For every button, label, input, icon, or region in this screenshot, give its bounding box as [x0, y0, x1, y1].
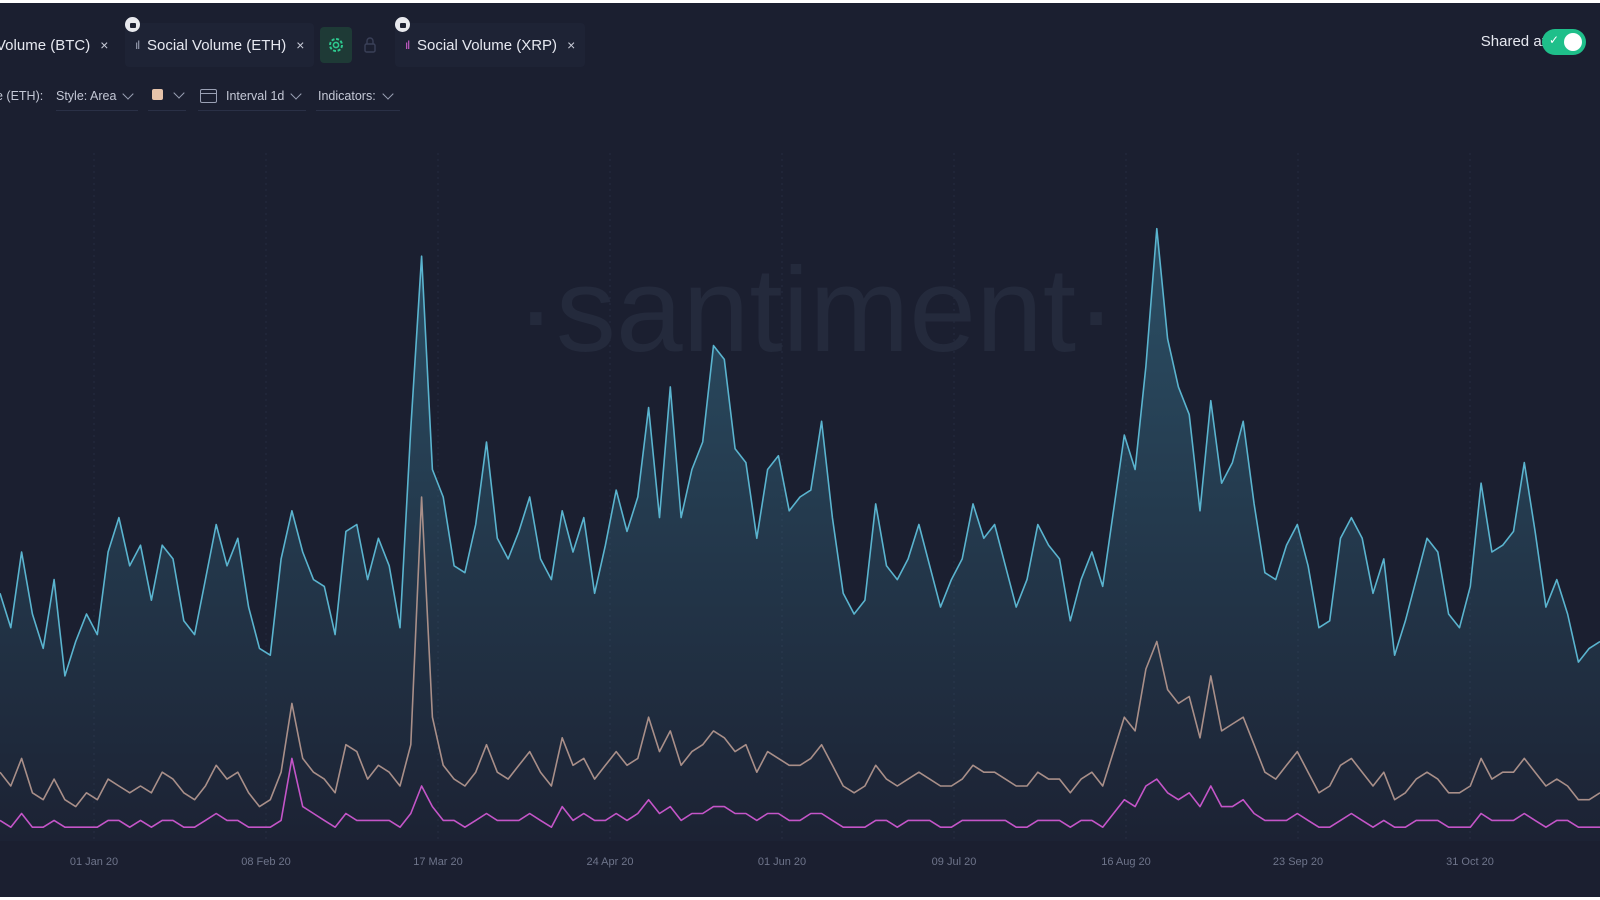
bar-chart-icon: ıl — [405, 38, 410, 52]
tab-btc-label: Volume (BTC) — [0, 36, 91, 54]
x-tick-label: 31 Oct 20 — [1446, 856, 1494, 868]
chevron-down-icon — [290, 88, 303, 100]
style-dropdown-label: Style: Area — [56, 89, 117, 103]
shared-axis-label: Shared axis — [1480, 33, 1560, 50]
x-tick-label: 09 Jul 20 — [932, 856, 977, 868]
chart-panel: 01 Jan 20 08 Feb 20 17 Mar 20 24 Apr 20 01 J… — [0, 3, 1600, 897]
series-line-xrp[interactable] — [0, 757, 1600, 828]
bar-chart-icon: ıl — [135, 38, 140, 52]
divider — [148, 110, 186, 111]
chevron-down-icon — [173, 86, 185, 99]
gear-icon — [329, 38, 343, 52]
shared-axis-toggle[interactable]: ✓ — [1542, 29, 1586, 55]
toggle-knob — [1564, 33, 1582, 51]
indicators-dropdown[interactable]: Indicators: — [318, 88, 394, 103]
close-icon[interactable]: × — [567, 37, 576, 53]
divider — [198, 110, 306, 111]
series-area-eth — [0, 228, 1600, 841]
close-icon[interactable]: × — [100, 37, 109, 53]
tab-xrp[interactable]: ıl Social Volume (XRP) × — [395, 17, 586, 67]
check-icon: ✓ — [1549, 33, 1560, 47]
divider — [316, 110, 400, 111]
watermark: ·santiment· — [516, 243, 1116, 377]
tab-eth[interactable]: ıl Social Volume (ETH) × — [125, 17, 315, 67]
tab-eth-label: Social Volume (ETH) — [147, 36, 287, 54]
metric-tabs: Volume (BTC) × ıl Social Volume (ETH) × … — [0, 17, 1600, 67]
chevron-down-icon — [122, 88, 135, 100]
lock-button[interactable] — [356, 27, 384, 63]
x-tick-label: 17 Mar 20 — [413, 856, 463, 868]
lock-icon — [364, 37, 376, 53]
x-tick-label: 08 Feb 20 — [241, 856, 291, 868]
lock-badge-icon — [395, 17, 410, 32]
tab-xrp-label: Social Volume (XRP) — [417, 36, 558, 54]
x-tick-label: 23 Sep 20 — [1273, 856, 1323, 868]
color-swatch — [152, 89, 163, 100]
series-line-btc[interactable] — [0, 496, 1600, 808]
x-tick-label: 24 Apr 20 — [586, 856, 633, 868]
divider — [56, 110, 138, 111]
x-tick-label: 16 Aug 20 — [1101, 856, 1151, 868]
series-line-eth[interactable] — [0, 227, 1600, 677]
interval-dropdown[interactable]: Interval 1d — [200, 88, 303, 103]
interval-dropdown-label: Interval 1d — [226, 89, 285, 103]
indicators-dropdown-label: Indicators: — [318, 89, 376, 103]
tab-btc[interactable]: Volume (BTC) × — [0, 23, 108, 67]
close-icon[interactable]: × — [296, 37, 305, 53]
x-tick-label: 01 Jan 20 — [70, 856, 118, 868]
lock-badge-icon — [125, 17, 140, 32]
series-name-label: e (ETH): — [0, 89, 44, 103]
interval-icon — [200, 89, 217, 103]
series-toolbar: e (ETH): Style: Area Interval 1d Indicat… — [0, 86, 700, 111]
chart-canvas: 01 Jan 20 08 Feb 20 17 Mar 20 24 Apr 20 01 J… — [0, 153, 1600, 868]
settings-button[interactable] — [320, 27, 352, 63]
x-tick-label: 01 Jun 20 — [758, 856, 806, 868]
color-dropdown[interactable] — [152, 86, 185, 100]
chevron-down-icon — [382, 88, 394, 100]
style-dropdown[interactable]: Style: Area — [56, 88, 135, 103]
